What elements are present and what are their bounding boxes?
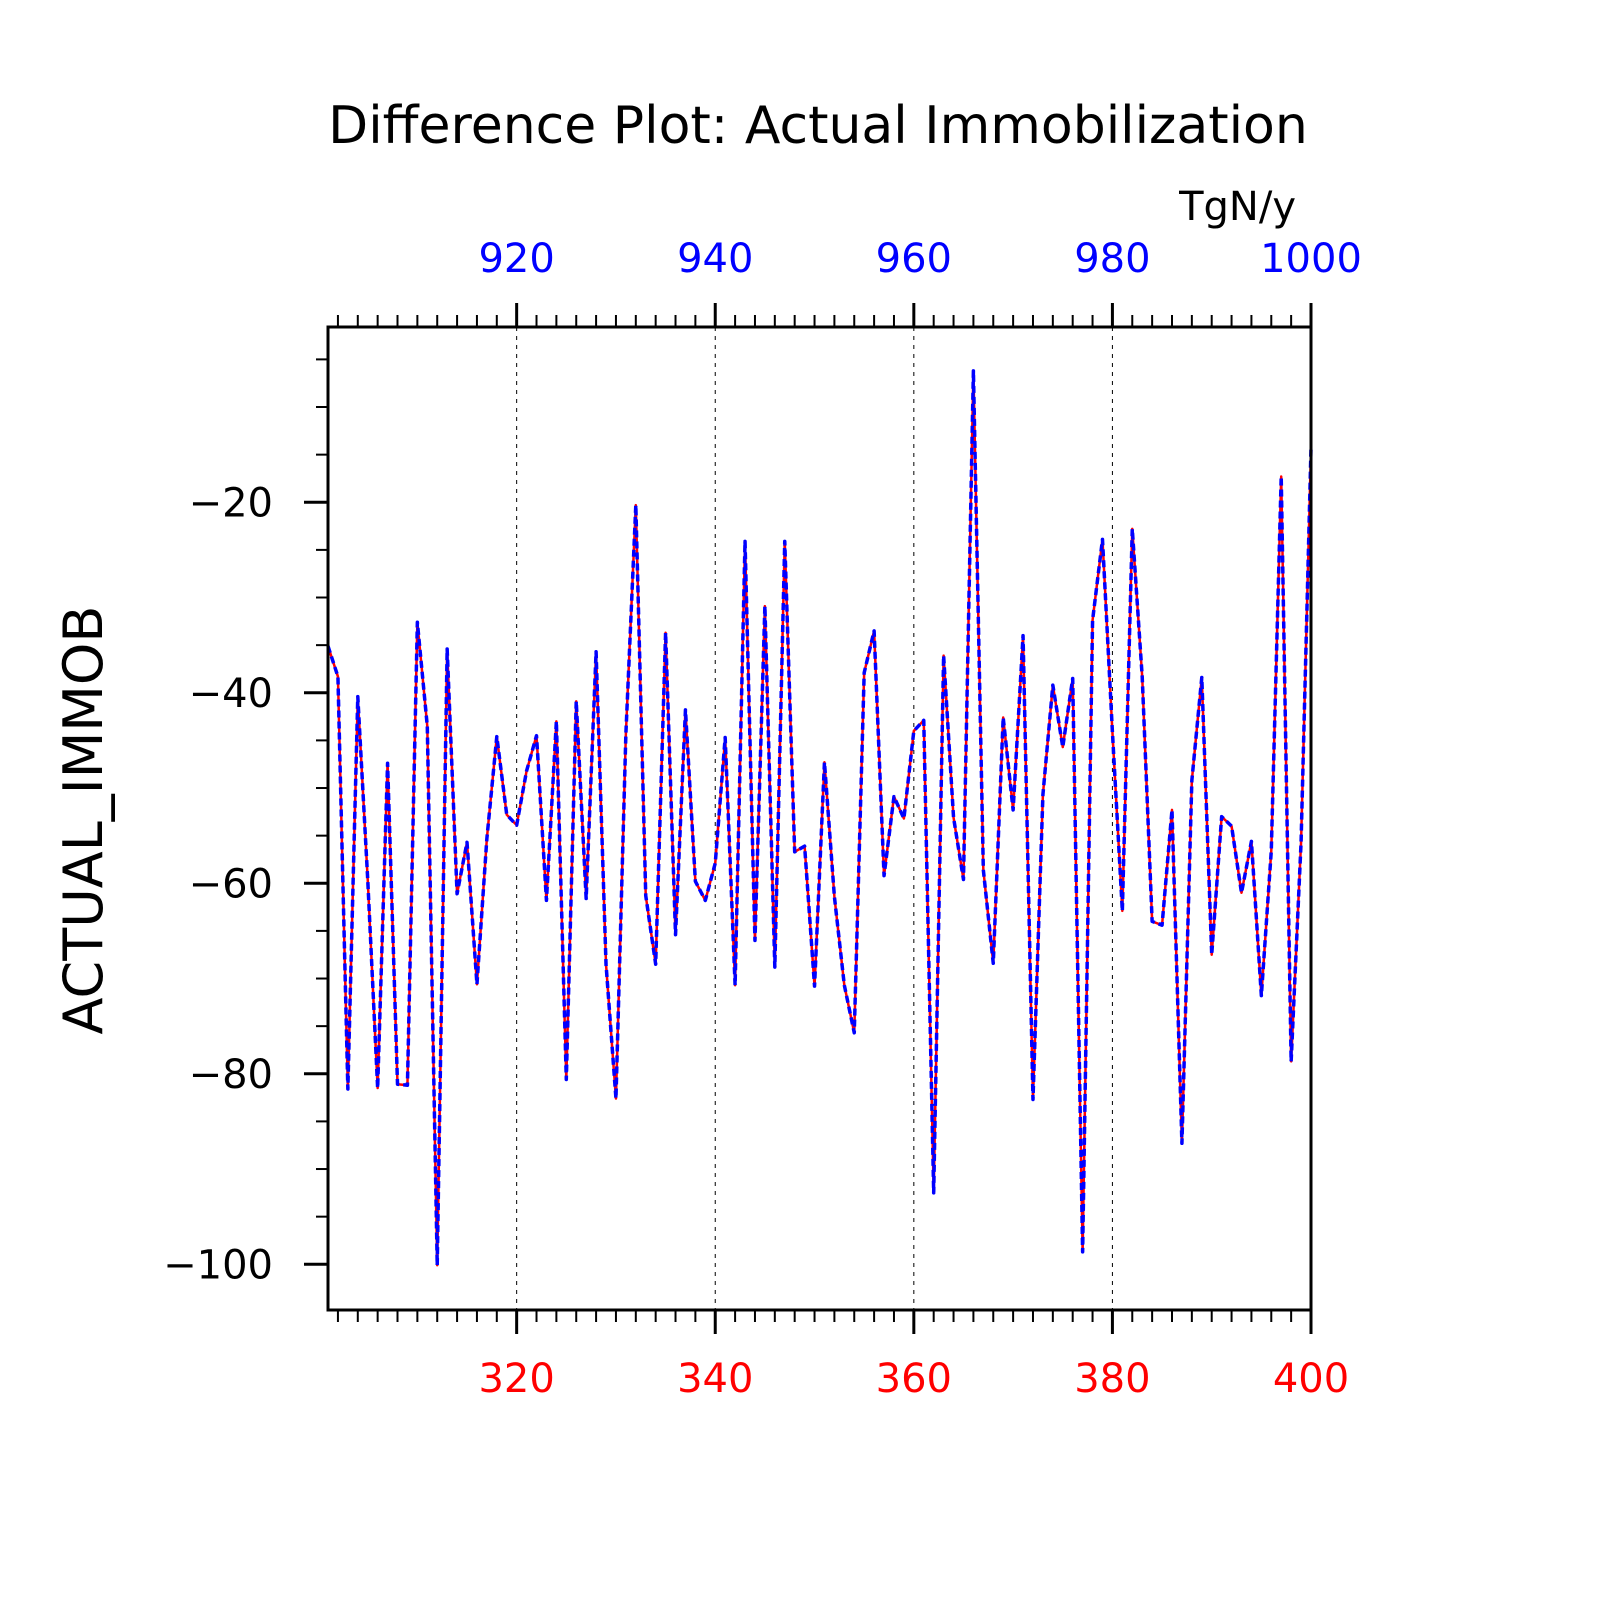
x-top-tick-label: 920	[478, 236, 554, 282]
y-tick-label: −100	[163, 1242, 273, 1288]
x-tick-label: 380	[1074, 1356, 1150, 1402]
x-top-tick-label: 960	[876, 236, 952, 282]
y-tick-label: −60	[189, 861, 273, 907]
axis-ticks	[304, 303, 1313, 1334]
y-tick-label: −40	[189, 671, 273, 717]
x-tick-label: 320	[478, 1356, 554, 1402]
y-tick-label: −80	[189, 1052, 273, 1098]
series-line-blue	[326, 369, 1313, 1267]
grid-lines	[516, 327, 1113, 1310]
x-tick-label: 360	[876, 1356, 952, 1402]
x-top-tick-label: 980	[1074, 236, 1150, 282]
tick-labels: 320 340 360 380 400 920 940 960 980 1000 −20 −40 −60…	[163, 236, 1362, 1402]
x-top-tick-label: 940	[677, 236, 753, 282]
y-axis-label: ACTUAL_IMMOB	[52, 606, 115, 1035]
chart-title: Difference Plot: Actual Immobilization	[328, 96, 1308, 156]
x-tick-label: 340	[677, 1356, 753, 1402]
x-tick-label: 400	[1273, 1356, 1349, 1402]
series-layer	[326, 369, 1313, 1267]
series-line-red	[326, 369, 1313, 1267]
y-tick-label: −20	[189, 480, 273, 526]
x-top-tick-label: 1000	[1260, 236, 1362, 282]
plot-frame	[326, 325, 1313, 1312]
units-label: TgN/y	[1178, 184, 1296, 230]
